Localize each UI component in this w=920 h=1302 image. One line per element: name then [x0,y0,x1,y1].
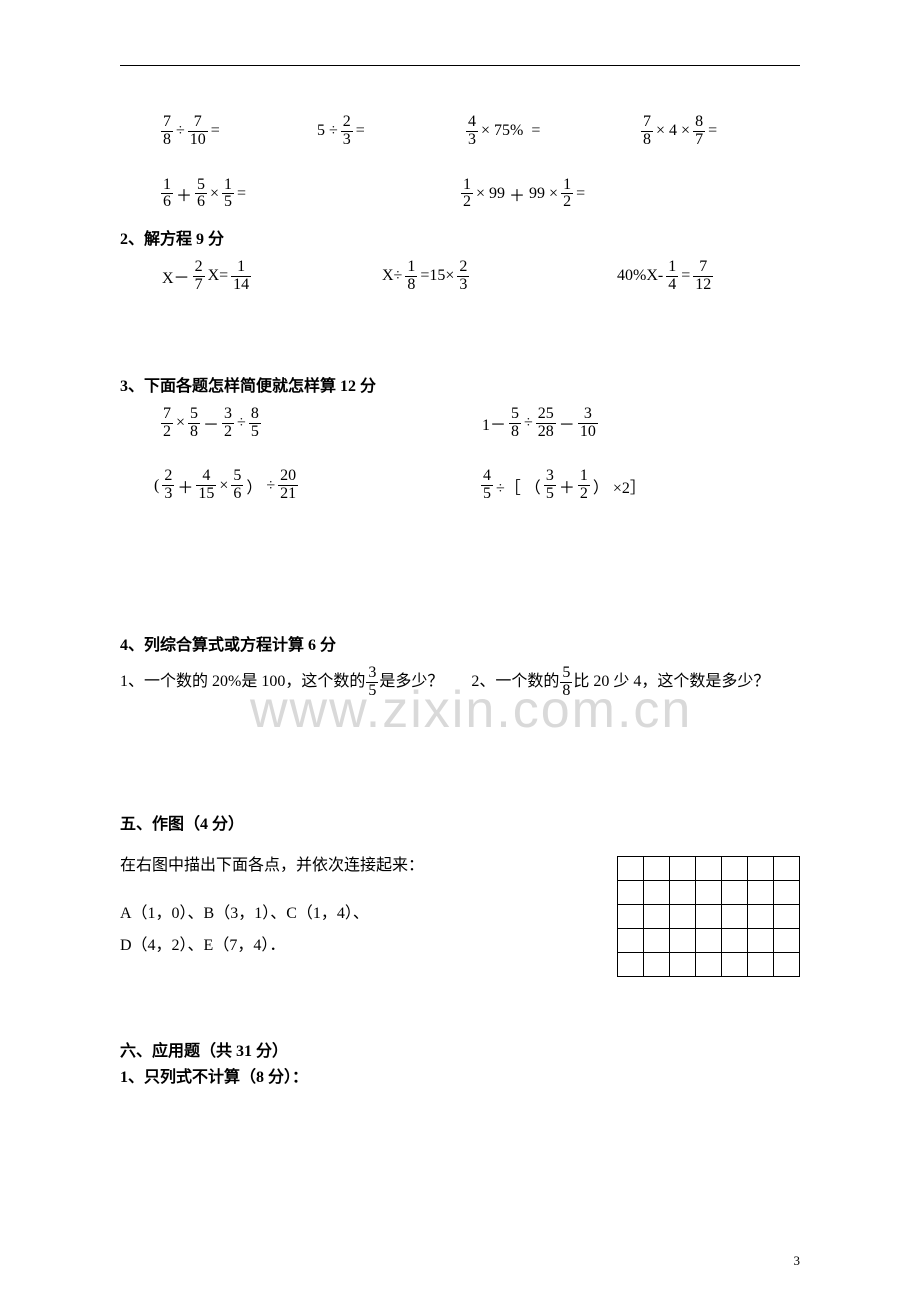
section5-text: 在右图中描出下面各点，并依次连接起来： A（1，0）、B（3，1）、C（1，4）… [120,850,424,962]
heading-3: 3、下面各题怎样简便就怎样算 12 分 [120,372,800,396]
heading-6: 六、应用题（共 31 分） [120,1037,800,1061]
heading-4: 4、列综合算式或方程计算 6 分 [120,631,800,655]
heading-5: 五、作图（4 分） [120,810,800,834]
page-number: 3 [794,1253,801,1269]
calc-row-1: 78 ÷ 710 = 5 ÷ 23 = 43 × 75% = 78 × [160,114,800,149]
q4-row: 1、一个数的 20%是 100，这个数的 35 是多少？ 2、一个数的 58 比… [120,665,800,700]
simplify-row-1: 72 × 58 － 32 ÷ 85 1－ 58 ÷ 2528 － 310 [160,406,800,441]
heading-6b: 1、只列式不计算（8 分）： [120,1063,800,1087]
heading-2: 2、解方程 9 分 [120,225,800,249]
coordinate-grid [617,856,800,977]
simplify-row-2: ( 23 ＋ 415 × 56 ） ÷ 2021 45 ÷［ （ 35 ＋ 12… [152,468,800,503]
equation-row: X－ 27 X= 114 X÷ 18 =15× 23 40%X- 14 = 71… [160,259,800,294]
calc-row-2: 16 ＋ 56 × 15 = 12 × 99 ＋ 99 × 12 = [160,177,800,212]
